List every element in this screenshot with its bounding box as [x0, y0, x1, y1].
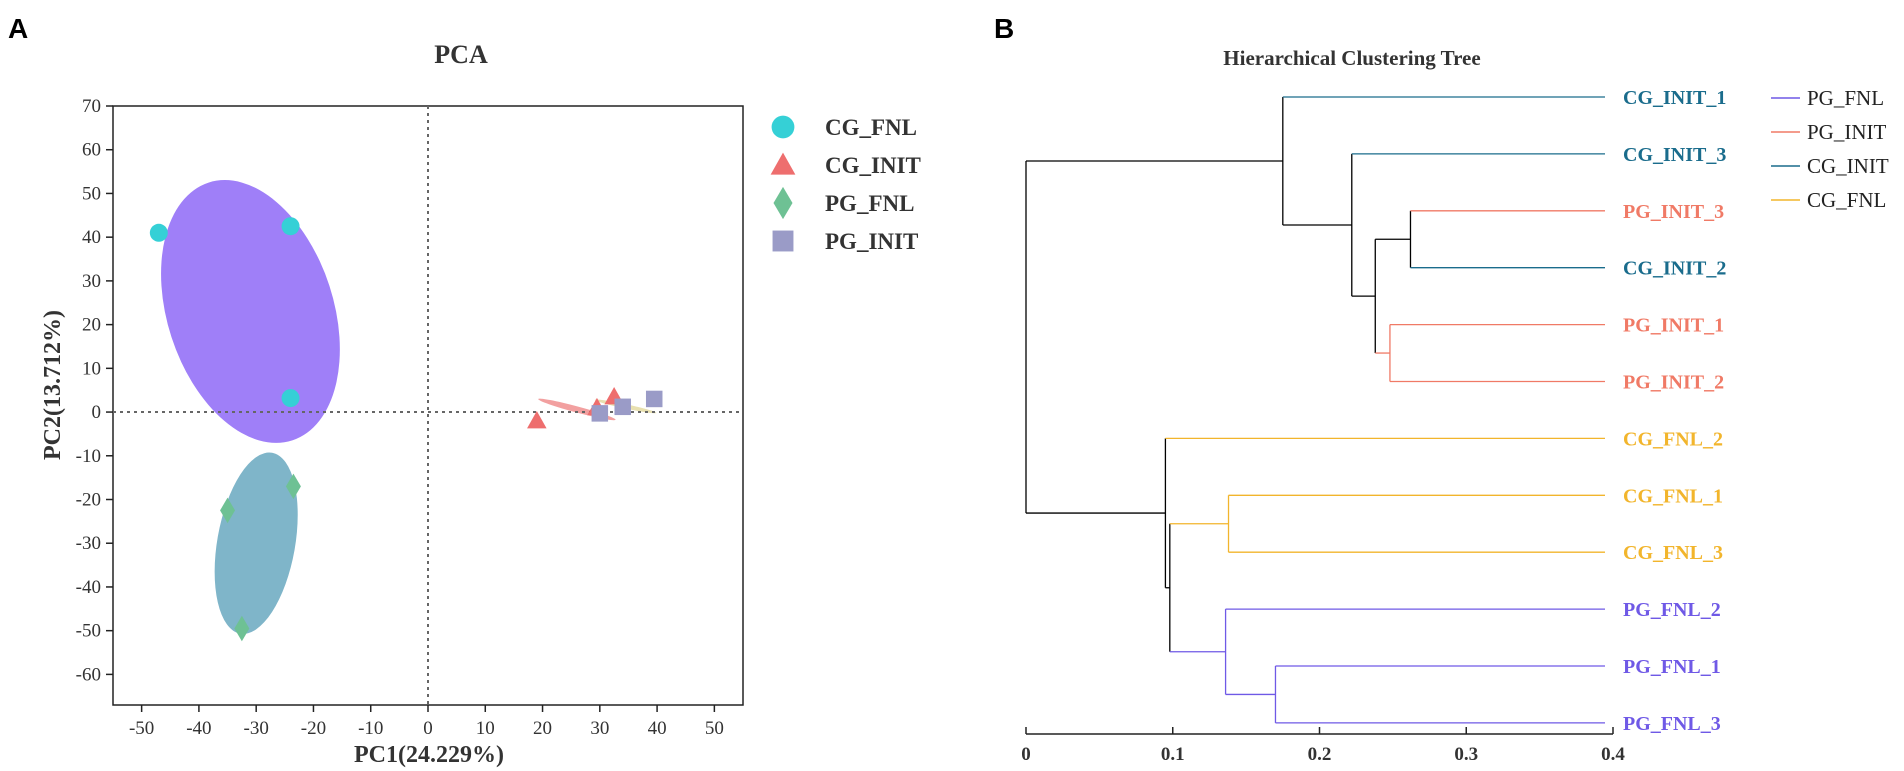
pca-points — [149, 217, 663, 642]
dendrogram-leaf-label: PG_FNL_3 — [1623, 713, 1721, 735]
pca-x-tick-label: 0 — [423, 718, 433, 739]
pca-title: PCA — [434, 40, 488, 69]
pca-point-pg-init — [591, 405, 609, 422]
pca-x-axis-label: PC1(24.229%) — [354, 742, 504, 768]
dendrogram-leaf-label: PG_INIT_1 — [1623, 315, 1724, 337]
pca-y-tick-label: -50 — [76, 621, 101, 642]
pca-point-cg-init — [527, 411, 547, 429]
dendrogram-axis-tick-label: 0.3 — [1454, 744, 1478, 765]
dendrogram-legend-label: CG_INIT — [1807, 154, 1889, 178]
pca-point-cg-fnl — [281, 389, 300, 408]
pca-chart: PCA PC1(24.229%) PC2(13.712%) -50 -40 -30-… — [40, 40, 921, 768]
pca-legend: CG_FNL CG_INIT PG_FNL PG_INIT — [770, 115, 921, 254]
pca-y-tick-label: 30 — [82, 271, 101, 292]
pca-ellipse-pg-fnl — [214, 452, 298, 634]
dendrogram-leaf-labels: CG_INIT_1 CG_INIT_3 PG_INIT_3 CG_INIT_2 PG_I… — [1623, 87, 1726, 735]
pca-ellipse-cg-fnl — [161, 180, 340, 443]
legend-marker-cg-fnl — [771, 115, 795, 139]
dendrogram-axis-tick-label: 0.1 — [1161, 744, 1185, 765]
pca-x-tick-label: -40 — [186, 718, 211, 739]
pca-x-tick-label: 40 — [648, 718, 667, 739]
pca-ellipses — [161, 180, 657, 634]
pca-reference-lines — [113, 106, 743, 705]
pca-y-tick-label: -20 — [76, 490, 101, 511]
pca-x-tick-label: -30 — [244, 718, 269, 739]
dendrogram-axis-tick-label: 0.2 — [1308, 744, 1332, 765]
pca-y-tick-label: 60 — [82, 140, 101, 161]
pca-point-cg-fnl — [281, 217, 300, 236]
legend-marker-cg-init — [770, 152, 796, 175]
dendrogram-title: Hierarchical Clustering Tree — [1223, 46, 1480, 70]
dendrogram-leaf-label: CG_FNL_2 — [1623, 428, 1723, 450]
pca-x-tick-label: 10 — [476, 718, 495, 739]
pca-y-tick-label: 40 — [82, 227, 101, 248]
legend-label: CG_INIT — [825, 153, 921, 178]
pca-y-tick-label: 70 — [82, 96, 101, 117]
dendrogram-legend-label: CG_FNL — [1807, 188, 1886, 212]
dendrogram-legend-label: PG_FNL — [1807, 86, 1884, 110]
pca-x-tick-label: -10 — [358, 718, 383, 739]
pca-x-tick-label: 30 — [590, 718, 609, 739]
panel-a-label: A — [8, 13, 28, 44]
dendrogram-leaf-label: PG_FNL_1 — [1623, 656, 1721, 678]
pca-y-tick-label: -10 — [76, 446, 101, 467]
legend-label: PG_FNL — [825, 191, 914, 216]
pca-point-pg-init — [614, 398, 631, 416]
pca-point-pg-fnl — [285, 473, 301, 500]
pca-x-tick-label: -50 — [129, 718, 154, 739]
legend-marker-pg-init — [772, 230, 794, 252]
pca-y-tick-label: -60 — [76, 664, 101, 685]
pca-y-axis-label: PC2(13.712%) — [40, 310, 66, 460]
pca-y-ticks: 70 60 50 40 30 20 10 0 -10 -20 -30 -40 -50 -60 — [76, 96, 113, 685]
pca-point-pg-fnl — [220, 497, 236, 524]
pca-point-cg-fnl — [149, 223, 168, 242]
dendrogram-axis-tick-label: 0 — [1021, 744, 1031, 765]
pca-point-pg-fnl — [234, 615, 250, 642]
dendrogram-leaf-label: PG_INIT_2 — [1623, 372, 1724, 394]
dendrogram-branches — [1025, 96, 1605, 724]
dendrogram-chart: Hierarchical Clustering Tree CG_INIT_1CG… — [1021, 46, 1889, 765]
pca-x-ticks: -50 -40 -30 -20 -10 0 10 20 30 40 50 — [129, 705, 724, 739]
pca-x-tick-label: 20 — [533, 718, 552, 739]
dendrogram-leaf-label: PG_FNL_2 — [1623, 599, 1721, 621]
dendrogram-legend-label: PG_INIT — [1807, 120, 1886, 144]
pca-y-tick-label: 0 — [92, 402, 102, 423]
dendrogram-axis: 0 0.1 0.2 0.3 0.4 — [1021, 727, 1625, 765]
dendrogram-leaf-label: CG_INIT_3 — [1623, 144, 1726, 166]
pca-x-tick-label: -20 — [301, 718, 326, 739]
dendrogram-leaf-label: CG_FNL_1 — [1623, 485, 1723, 507]
pca-y-tick-label: -40 — [76, 577, 101, 598]
dendrogram-leaf-label: PG_INIT_3 — [1623, 201, 1724, 223]
pca-y-tick-label: 10 — [82, 358, 101, 379]
dendrogram-leaf-label: CG_FNL_3 — [1623, 542, 1723, 564]
panel-b-label: B — [994, 13, 1014, 44]
pca-point-pg-init — [645, 390, 663, 408]
dendrogram-leaf-label: CG_INIT_1 — [1623, 87, 1726, 109]
pca-y-tick-label: 20 — [82, 315, 101, 336]
legend-marker-pg-fnl — [773, 186, 793, 220]
pca-y-tick-label: 50 — [82, 183, 101, 204]
dendrogram-legend: PG_FNL PG_INIT CG_INIT CG_FNL — [1771, 86, 1889, 212]
legend-label: CG_FNL — [825, 115, 917, 140]
dendrogram-leaf-label: CG_INIT_2 — [1623, 258, 1726, 280]
legend-label: PG_INIT — [825, 229, 918, 254]
dendrogram-axis-tick-label: 0.4 — [1601, 744, 1625, 765]
pca-y-tick-label: -30 — [76, 533, 101, 554]
pca-x-tick-label: 50 — [705, 718, 724, 739]
